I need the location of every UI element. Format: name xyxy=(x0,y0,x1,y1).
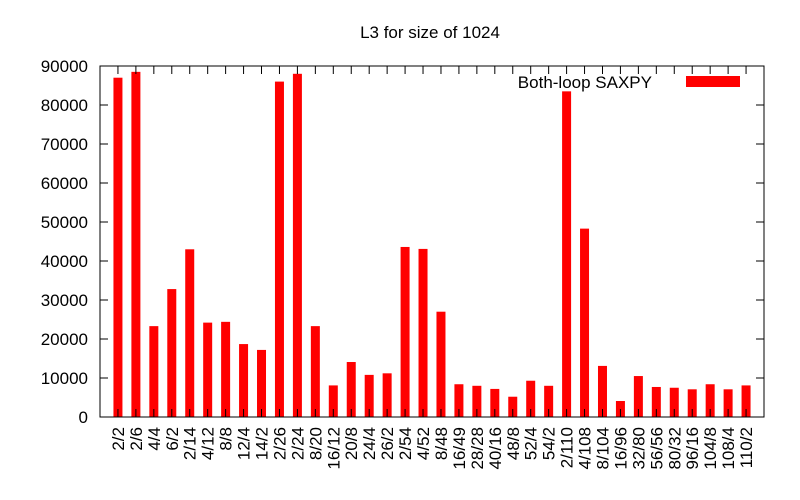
y-axis: 0 10000 20000 30000 40000 50000 60000 70000 8000… xyxy=(41,57,764,427)
bar xyxy=(544,385,554,417)
y-tick-label: 90000 xyxy=(41,57,88,76)
legend: Both-loop SAXPY xyxy=(518,73,740,92)
x-tick-label: 8/48 xyxy=(432,427,451,460)
x-tick-label: 24/4 xyxy=(360,427,379,460)
x-tick-label: 4/4 xyxy=(145,427,164,451)
bar xyxy=(490,388,500,417)
bar xyxy=(633,376,643,417)
x-tick-label: 2/14 xyxy=(181,427,200,460)
bar xyxy=(292,73,302,418)
plot-frame xyxy=(99,65,765,418)
y-tick-label: 50000 xyxy=(41,213,88,232)
y-tick-label: 10000 xyxy=(41,369,88,388)
bar xyxy=(274,81,284,417)
bar xyxy=(436,311,446,417)
bar xyxy=(454,384,464,417)
chart-title: L3 for size of 1024 xyxy=(360,23,500,42)
x-tick-label: 4/52 xyxy=(414,427,433,460)
bar xyxy=(472,385,482,417)
x-tick-label: 28/28 xyxy=(468,427,487,470)
x-tick-label: 20/8 xyxy=(342,427,361,460)
x-tick-label: 6/2 xyxy=(163,427,182,451)
x-tick-label: 4/12 xyxy=(199,427,218,460)
x-tick-label: 32/80 xyxy=(629,427,648,470)
bar xyxy=(741,385,751,417)
x-tick-label: 96/16 xyxy=(683,427,702,470)
bar xyxy=(257,349,267,417)
bar xyxy=(418,248,428,417)
bar xyxy=(167,289,177,417)
x-tick-label: 2/24 xyxy=(288,427,307,460)
x-tick-label: 104/8 xyxy=(701,427,720,470)
x-tick-label: 4/108 xyxy=(576,427,595,470)
bar xyxy=(113,77,123,417)
bar xyxy=(669,387,679,417)
bar xyxy=(185,249,195,417)
bar xyxy=(310,326,320,417)
x-axis: 2/22/64/46/22/144/128/812/414/22/262/248… xyxy=(109,66,756,470)
x-tick-label: 2/26 xyxy=(270,427,289,460)
y-tick-label: 30000 xyxy=(41,291,88,310)
legend-label: Both-loop SAXPY xyxy=(518,73,652,92)
bar xyxy=(705,384,715,417)
bar xyxy=(221,321,231,417)
x-tick-label: 8/20 xyxy=(306,427,325,460)
bar xyxy=(562,91,572,417)
bars xyxy=(113,71,751,418)
x-tick-label: 54/2 xyxy=(540,427,559,460)
bar xyxy=(239,344,249,417)
y-tick-label: 70000 xyxy=(41,135,88,154)
bar xyxy=(526,380,536,417)
x-tick-label: 12/4 xyxy=(235,427,254,460)
bar xyxy=(687,389,697,417)
bar xyxy=(346,362,356,417)
x-tick-label: 108/4 xyxy=(719,427,738,470)
bar xyxy=(597,365,607,417)
x-tick-label: 80/32 xyxy=(665,427,684,470)
y-tick-label: 40000 xyxy=(41,252,88,271)
x-tick-label: 16/49 xyxy=(450,427,469,470)
bar xyxy=(580,228,590,417)
y-tick-label: 0 xyxy=(79,408,88,427)
y-tick-label: 60000 xyxy=(41,174,88,193)
x-tick-label: 14/2 xyxy=(253,427,272,460)
bar xyxy=(131,71,141,417)
x-tick-label: 8/104 xyxy=(593,427,612,470)
x-tick-label: 26/2 xyxy=(378,427,397,460)
x-tick-label: 16/12 xyxy=(324,427,343,470)
x-tick-label: 48/8 xyxy=(504,427,523,460)
x-tick-label: 16/96 xyxy=(611,427,630,470)
y-tick-label: 80000 xyxy=(41,96,88,115)
x-tick-label: 110/2 xyxy=(737,427,756,468)
x-tick-label: 56/56 xyxy=(647,427,666,470)
x-tick-label: 2/6 xyxy=(127,427,146,451)
x-tick-label: 40/16 xyxy=(486,427,505,470)
x-tick-label: 2/54 xyxy=(396,427,415,460)
legend-swatch xyxy=(686,76,740,87)
x-tick-label: 2/110 xyxy=(558,427,577,468)
bar xyxy=(382,373,392,417)
bar xyxy=(328,385,338,417)
bar xyxy=(723,389,733,417)
bar xyxy=(508,396,518,417)
x-tick-label: 2/2 xyxy=(109,427,128,451)
bar xyxy=(149,326,159,417)
bar xyxy=(651,386,661,417)
x-tick-label: 52/4 xyxy=(522,427,541,460)
y-tick-label: 20000 xyxy=(41,330,88,349)
bar xyxy=(364,374,374,417)
bar xyxy=(400,246,410,417)
bar xyxy=(203,322,213,417)
x-tick-label: 8/8 xyxy=(217,427,236,451)
